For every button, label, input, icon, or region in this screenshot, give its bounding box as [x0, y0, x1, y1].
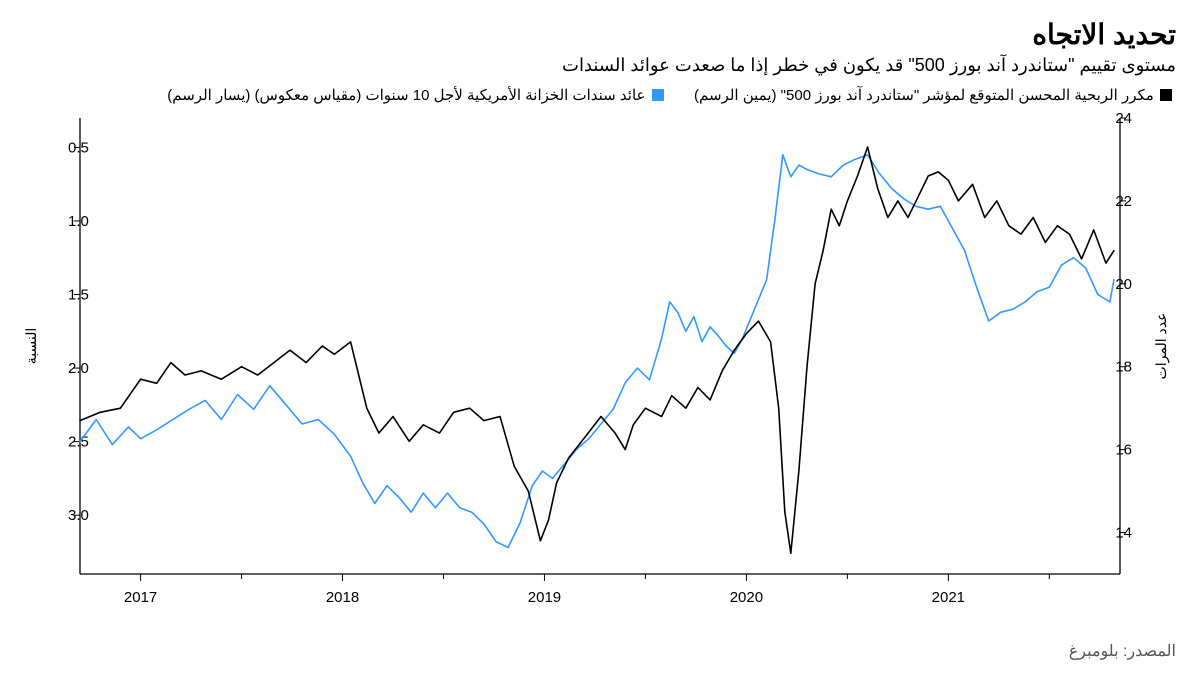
chart-legend: مكرر الربحية المحسن المتوقع لمؤشر "ستاند…	[24, 86, 1176, 104]
chart-title: تحديد الاتجاه	[24, 18, 1176, 51]
line-chart: 2017 2018 2019 2020 2021 14 16 18 20 22 24 0.5 1.0 1.…	[24, 112, 1176, 622]
svg-text:2.0: 2.0	[68, 360, 89, 377]
svg-text:1.5: 1.5	[68, 287, 89, 304]
svg-text:3.0: 3.0	[68, 507, 89, 524]
chart-subtitle: مستوى تقييم "ستاندرد آند بورز 500" قد يك…	[24, 55, 1176, 76]
svg-text:16: 16	[1115, 442, 1132, 459]
svg-text:2021: 2021	[932, 589, 965, 606]
svg-text:النسبة: النسبة	[24, 328, 39, 365]
legend-swatch-2	[652, 89, 664, 101]
svg-text:عدد المرات: عدد المرات	[1153, 313, 1170, 380]
svg-text:2018: 2018	[326, 589, 359, 606]
legend-label-1: مكرر الربحية المحسن المتوقع لمؤشر "ستاند…	[694, 87, 1154, 104]
svg-text:14: 14	[1115, 525, 1132, 542]
svg-text:22: 22	[1115, 193, 1132, 210]
svg-text:18: 18	[1115, 359, 1132, 376]
svg-text:2019: 2019	[528, 589, 561, 606]
svg-text:2017: 2017	[124, 589, 157, 606]
svg-text:20: 20	[1115, 276, 1132, 293]
legend-swatch-1	[1160, 89, 1172, 101]
svg-text:24: 24	[1115, 112, 1132, 127]
legend-label-2: عائد سندات الخزانة الأمريكية لأجل 10 سنو…	[167, 87, 645, 104]
svg-text:0.5: 0.5	[68, 139, 89, 156]
chart-source: المصدر: بلومبرغ	[1069, 641, 1176, 661]
svg-text:2.5: 2.5	[68, 434, 89, 451]
svg-text:2020: 2020	[730, 589, 763, 606]
svg-text:1.0: 1.0	[68, 213, 89, 230]
